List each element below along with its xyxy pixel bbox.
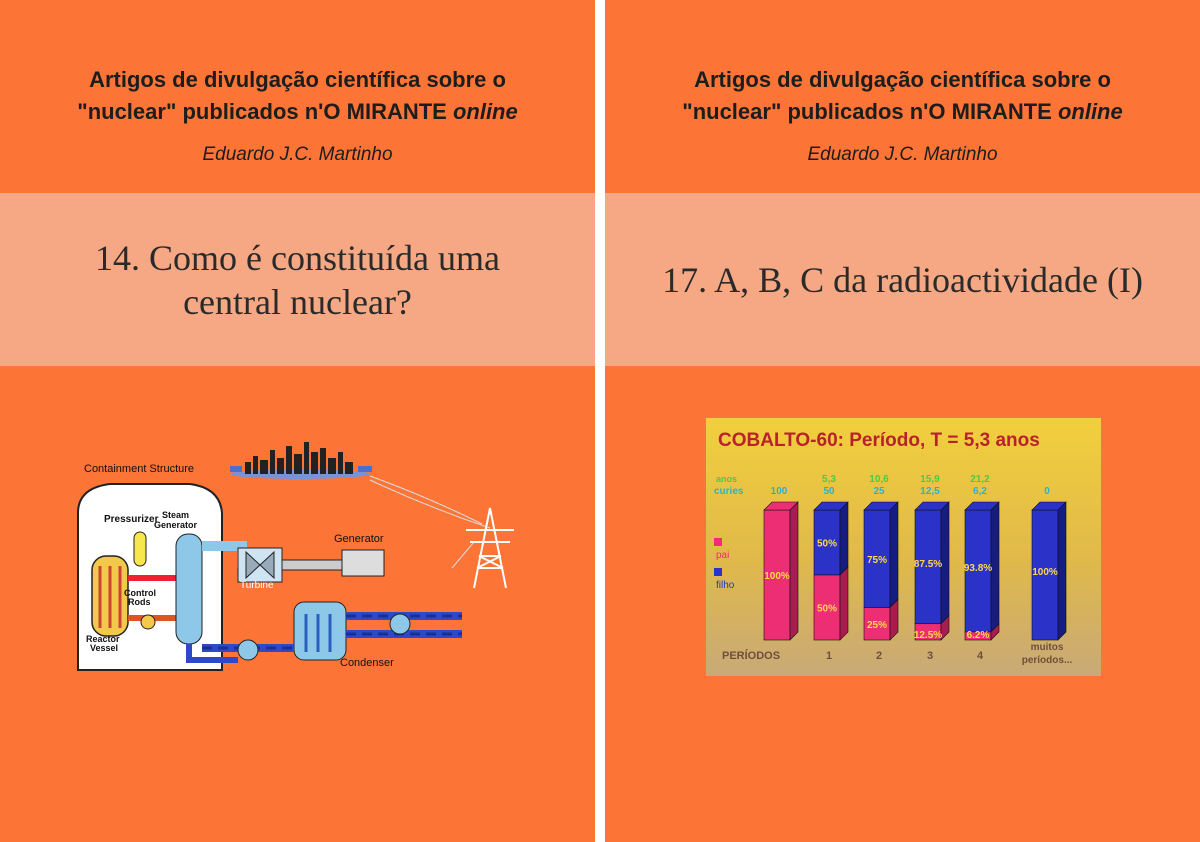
- curies-value-0: 100: [771, 486, 788, 497]
- bar-pai-side-0: [789, 501, 799, 641]
- legend-years: anos: [716, 474, 737, 484]
- bar-filho-side-3: [940, 501, 950, 625]
- x-axis-label: PERÍODOS: [722, 649, 780, 662]
- bar-top-1: [813, 501, 849, 511]
- series-title-line-1: Artigos de divulgação científica sobre o: [694, 67, 1111, 92]
- curies-value-4: 6,2: [973, 486, 987, 497]
- curies-value-3: 12,5: [920, 486, 940, 497]
- bar-filho-side-5: [1057, 501, 1067, 641]
- bar-filho-side-4: [990, 501, 1000, 633]
- series-title: Artigos de divulgação científica sobre o…: [0, 64, 595, 128]
- series-title-online: online: [452, 99, 518, 124]
- legend-swatch-filho: [714, 568, 722, 576]
- category-label-1: 1: [826, 650, 832, 662]
- author-name: Eduardo J.C. Martinho: [202, 144, 393, 165]
- bar-label-filho-4: 93.8%: [964, 563, 992, 574]
- curies-value-1: 50: [823, 486, 835, 497]
- series-title-prefix: "nuclear" publicados n'O MIRANTE: [77, 99, 453, 124]
- bar-pai-1: [813, 574, 841, 641]
- nuclear-plant-diagram: Containment Structure Pressurizer Steam …: [77, 442, 514, 671]
- title-band: 17. A, B, C da radioactividade (I): [605, 193, 1200, 366]
- bar-label-filho-2: 75%: [867, 555, 887, 566]
- legend-filho: filho: [716, 580, 735, 591]
- bar-label-filho-1: 50%: [817, 539, 837, 550]
- curies-value-5: 0: [1044, 486, 1050, 497]
- power-pylon-icon: [466, 507, 514, 589]
- cover-article-14: Artigos de divulgação científica sobre o…: [0, 0, 595, 842]
- label-control-rods: Rods: [128, 597, 151, 607]
- series-title-line-2: "nuclear" publicados n'O MIRANTE online: [0, 96, 595, 128]
- generator-icon: [341, 549, 385, 577]
- article-title: 14. Como é constituída uma central nucle…: [95, 237, 500, 322]
- bar-filho-side-2: [889, 501, 899, 609]
- city-skyline-icon: [230, 442, 372, 479]
- bar-label-pai-3: 12.5%: [914, 630, 942, 641]
- turbine-icon: [237, 547, 283, 583]
- series-title: Artigos de divulgação científica sobre o…: [605, 64, 1200, 128]
- label-control: Control: [124, 588, 156, 598]
- series-title-line-1: Artigos de divulgação científica sobre o: [89, 67, 506, 92]
- label-reactor-vessel: Vessel: [90, 643, 118, 653]
- series-title-prefix: "nuclear" publicados n'O MIRANTE: [682, 99, 1058, 124]
- bar-label-pai-4: 6.2%: [967, 630, 990, 641]
- series-title-line-2: "nuclear" publicados n'O MIRANTE online: [605, 96, 1200, 128]
- years-value-2: 10,6: [869, 474, 889, 485]
- bar-filho-1: [813, 509, 841, 576]
- bar-top-3: [914, 501, 950, 511]
- condenser-icon: [293, 601, 347, 661]
- label-generator: Generator: [334, 533, 384, 545]
- bar-label-filho-3: 87.5%: [914, 559, 942, 570]
- category-label-2: 2: [876, 650, 882, 662]
- series-title-online: online: [1057, 99, 1123, 124]
- label-containment: Containment Structure: [84, 463, 194, 475]
- bar-top-0: [763, 501, 799, 511]
- years-value-3: 15,9: [920, 474, 940, 485]
- bar-pai-side-1: [839, 566, 849, 641]
- bar-label-pai-1: 50%: [817, 604, 837, 615]
- legend-curies: curies: [714, 486, 744, 497]
- bar-top-5: [1031, 501, 1067, 511]
- label-turbine: Turbine: [240, 580, 274, 591]
- bar-filho-4: [964, 509, 992, 633]
- category-label-3: 3: [927, 650, 933, 662]
- bar-filho-5: [1031, 509, 1059, 641]
- author-name: Eduardo J.C. Martinho: [807, 144, 998, 165]
- legend-pai: pai: [716, 550, 729, 561]
- title-band: 14. Como é constituída uma central nucle…: [0, 193, 595, 366]
- legend-swatch-pai: [714, 538, 722, 546]
- bar-label-filho-5: 100%: [1032, 567, 1058, 578]
- bar-filho-side-1: [839, 501, 849, 576]
- article-title: 17. A, B, C da radioactividade (I): [662, 259, 1143, 300]
- category-label-4: 4: [977, 650, 984, 662]
- label-steam: Steam: [162, 510, 189, 520]
- years-value-4: 21,2: [970, 474, 990, 485]
- bar-pai-side-3: [940, 615, 950, 641]
- bar-pai-side-4: [990, 623, 1000, 641]
- cobalt-60-decay-chart: COBALTO-60: Período, T = 5,3 anos anos c…: [706, 418, 1101, 676]
- bar-pai-side-2: [889, 598, 899, 641]
- bar-label-pai-2: 25%: [867, 620, 887, 631]
- chart-title: COBALTO-60: Período, T = 5,3 anos: [718, 430, 1040, 451]
- bar-label-pai-0: 100%: [764, 571, 790, 582]
- label-reactor: Reactor: [86, 634, 120, 644]
- years-value-1: 5,3: [822, 474, 836, 485]
- chart-bars: 100% 100 50% 50% 5,350 1 75% 25% 10,625 2 87.5% 12.…: [763, 474, 1073, 666]
- bar-filho-2: [863, 509, 891, 608]
- category-label-5-line2: períodos...: [1022, 655, 1073, 666]
- label-condenser: Condenser: [340, 657, 394, 669]
- bar-top-4: [964, 501, 1000, 511]
- label-pressurizer: Pressurizer: [104, 514, 159, 525]
- category-label-5: muitos: [1031, 642, 1064, 653]
- curies-value-2: 25: [873, 486, 885, 497]
- bar-top-2: [863, 501, 899, 511]
- bar-pai-0: [763, 509, 791, 641]
- label-steam-generator: Generator: [154, 520, 198, 530]
